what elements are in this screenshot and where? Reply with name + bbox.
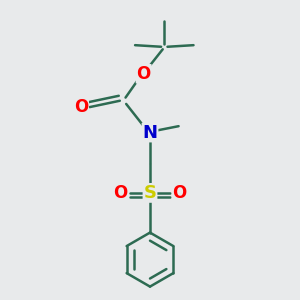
Text: S: S — [143, 184, 157, 202]
Text: O: O — [136, 65, 151, 83]
Text: O: O — [172, 184, 187, 202]
Text: O: O — [74, 98, 88, 116]
Text: N: N — [142, 124, 158, 142]
Text: O: O — [113, 184, 128, 202]
